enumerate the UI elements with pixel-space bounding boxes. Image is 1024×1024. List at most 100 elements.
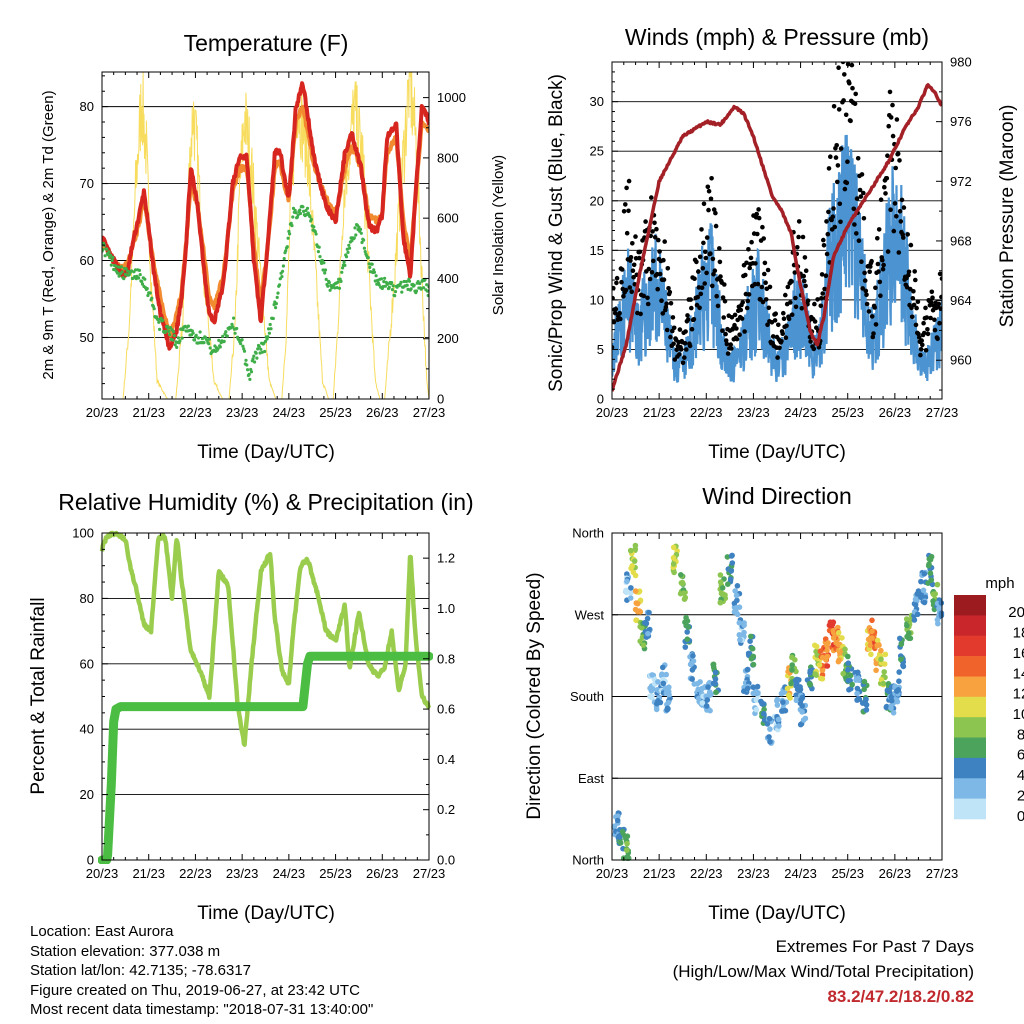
direction-point [655,679,661,685]
direction-point [694,681,701,687]
extremes-values: 83.2/47.2/18.2/0.82 [827,987,974,1006]
gust-point [755,281,761,287]
gust-point [664,327,670,333]
gust-point [796,234,801,240]
gust-point [729,315,735,320]
gust-point [812,319,818,324]
direction-point [849,681,855,688]
dewpoint-point [126,269,130,273]
gust-point [650,229,655,234]
gust-point [704,270,709,276]
winds-title: Winds (mph) & Pressure (mb) [625,24,929,50]
direction-point [753,706,760,713]
gust-point [695,294,700,300]
y2-tick-label: 0.8 [437,651,455,666]
direction-point [643,620,650,627]
gust-point [824,251,830,257]
gust-point [689,326,695,332]
gust-point [777,345,782,351]
humidity-title: Relative Humidity (%) & Precipitation (i… [58,489,473,515]
dewpoint-point [339,279,343,283]
gust-point [651,258,656,264]
direction-point [938,600,945,606]
gust-point [656,237,661,243]
gust-point [890,102,895,108]
gust-point [820,291,825,296]
direction-point [812,642,818,649]
dewpoint-point [336,280,340,284]
y2-tick-label: 964 [950,293,972,308]
gust-point [752,281,758,287]
x-tick-label: 24/23 [273,405,306,420]
direction-point [624,578,630,585]
gust-point [819,272,825,277]
gust-point [760,299,766,305]
gust-point [614,280,619,286]
direction-point [729,560,736,566]
gust-point [799,306,805,311]
gust-point [905,232,910,237]
colorbar-label: 6 [1017,747,1024,764]
gust-point [718,274,723,279]
gust-point [800,234,806,240]
direction-point [780,699,786,705]
colorbar-swatch [954,676,986,698]
direction-point [817,648,824,654]
dewpoint-point [302,209,306,213]
gust-point [701,240,706,246]
dewpoint-point [103,254,107,258]
dewpoint-point [176,336,180,340]
direction-point [845,653,851,660]
direction-point [863,696,869,703]
direction-point [897,635,903,642]
gust-point [831,104,837,109]
dewpoint-point [383,284,387,288]
temperature-panel: 20/23 21/23 22/23 23/23 24/23 25/23 26/23 27/23… [40,30,507,463]
gust-point [680,360,686,366]
dewpoint-point [328,288,332,292]
colorbar-swatch [954,615,986,637]
dewpoint-point [274,302,278,306]
direction-point [835,624,841,631]
dewpoint-point [425,289,429,293]
direction-point [874,637,881,644]
direction-point [649,686,656,692]
gust-point [688,297,693,302]
direction-point [683,622,689,629]
gust-point [909,314,915,320]
temp-2m-line [102,81,429,351]
y2-tick-label: 1.2 [437,551,455,566]
dewpoint-point [157,320,161,324]
direction-point [830,635,837,641]
dewpoint-point [102,248,105,252]
direction-point [704,707,710,713]
y-tick-label: South [570,689,604,704]
gust-point [855,156,861,161]
dewpoint-point [140,279,144,284]
direction-point [678,572,684,578]
direction-point [882,651,889,658]
direction-point [627,547,634,554]
direction-point [799,709,805,715]
dewpoint-point [172,330,176,334]
direction-point [799,695,805,701]
gust-point [802,255,808,260]
y-tick-label: 100 [72,526,94,541]
gust-point [654,226,659,232]
gust-point [746,247,751,252]
gust-point [836,107,842,112]
x-tick-label: 22/23 [179,866,212,881]
direction-point [623,587,629,594]
direction-point [914,611,921,618]
dewpoint-point [221,334,225,338]
dewpoint-point [253,360,257,364]
gust-point [762,260,768,266]
gust-point [923,305,928,311]
dewpoint-point [407,279,412,283]
gust-point [649,270,655,275]
dewpoint-point [124,267,128,271]
station-location: Location: East Aurora [30,923,174,940]
gust-point [864,292,869,298]
dewpoint-point [363,250,367,254]
gust-point [845,159,850,164]
